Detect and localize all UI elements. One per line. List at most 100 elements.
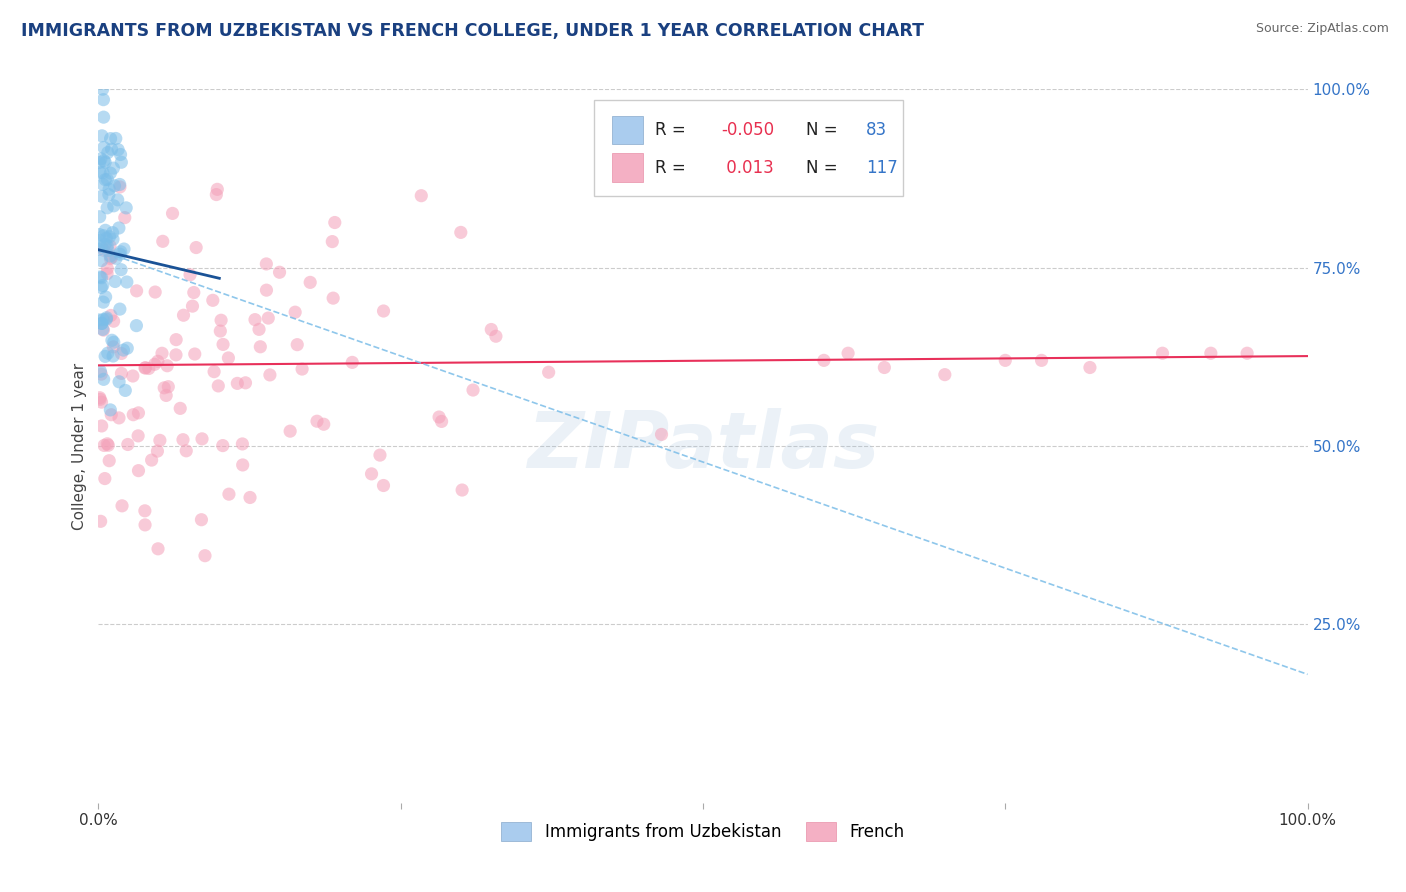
Point: [96, 267, 118, 281]
Point: [93, 372, 115, 386]
Point: [342, 355, 364, 369]
Point: [217, 351, 239, 365]
Point: [134, 360, 156, 375]
Point: [411, 188, 433, 202]
Point: [96, 201, 118, 215]
Point: [90, 419, 112, 434]
Point: [98, 453, 121, 467]
Point: [94, 237, 117, 252]
Point: [90, 128, 112, 143]
Point: [207, 379, 229, 393]
Point: [169, 401, 191, 416]
Legend: Immigrants from Uzbekistan, French: Immigrants from Uzbekistan, French: [495, 815, 911, 848]
Point: [427, 410, 450, 425]
Point: [112, 242, 135, 256]
Point: [165, 333, 187, 347]
Point: [89, 392, 111, 407]
Point: [108, 178, 131, 192]
Point: [94, 290, 117, 304]
Point: [190, 513, 212, 527]
Point: [247, 322, 270, 336]
Point: [125, 318, 148, 333]
Point: [110, 155, 132, 169]
Point: [87, 243, 110, 257]
Point: [146, 541, 169, 556]
Point: [117, 341, 139, 355]
Point: [90, 189, 112, 203]
Point: [105, 252, 128, 266]
Point: [430, 414, 453, 428]
Point: [87, 313, 110, 327]
Point: [91, 322, 114, 336]
Point: [183, 285, 205, 300]
Point: [651, 427, 673, 442]
Point: [243, 312, 266, 326]
Point: [174, 443, 197, 458]
Point: [94, 223, 117, 237]
Point: [256, 283, 278, 297]
Point: [115, 201, 138, 215]
Point: [173, 308, 195, 322]
Point: [91, 312, 114, 326]
Text: -0.050: -0.050: [721, 121, 775, 139]
Point: [114, 384, 136, 398]
Point: [156, 359, 179, 373]
Point: [110, 367, 132, 381]
Point: [100, 142, 122, 156]
Point: [305, 414, 328, 428]
FancyBboxPatch shape: [613, 116, 643, 145]
Point: [101, 226, 124, 240]
Point: [143, 357, 166, 371]
Point: [322, 291, 344, 305]
Text: R =: R =: [655, 159, 685, 177]
Point: [373, 304, 395, 318]
Point: [90, 270, 112, 285]
Point: [98, 182, 121, 196]
Point: [104, 131, 127, 145]
Point: [205, 187, 228, 202]
Point: [134, 504, 156, 518]
Point: [934, 368, 956, 382]
Point: [179, 268, 201, 282]
Point: [91, 278, 114, 293]
Point: [157, 380, 180, 394]
Point: [125, 284, 148, 298]
Point: [231, 437, 253, 451]
Point: [108, 247, 131, 261]
Point: [96, 261, 118, 276]
Point: [153, 381, 176, 395]
Point: [155, 388, 177, 402]
Point: [98, 166, 121, 180]
Point: [90, 253, 112, 268]
Point: [537, 365, 560, 379]
Text: N =: N =: [806, 121, 838, 139]
Point: [141, 453, 163, 467]
Point: [209, 324, 232, 338]
Point: [108, 221, 131, 235]
Text: 0.013: 0.013: [721, 159, 773, 177]
Point: [93, 140, 115, 154]
Point: [152, 235, 174, 249]
Point: [146, 354, 169, 368]
Point: [96, 172, 118, 186]
Point: [97, 187, 120, 202]
Point: [89, 234, 111, 248]
Point: [110, 147, 132, 161]
Point: [93, 323, 115, 337]
Point: [150, 346, 173, 360]
Point: [138, 361, 160, 376]
Point: [461, 383, 484, 397]
Point: [108, 410, 131, 425]
Point: [98, 403, 121, 417]
Point: [96, 312, 118, 326]
Point: [89, 270, 111, 285]
Point: [450, 226, 472, 240]
Point: [165, 348, 187, 362]
Point: [91, 166, 114, 180]
Point: [93, 93, 115, 107]
Point: [162, 206, 184, 220]
Point: [209, 313, 232, 327]
Point: [90, 395, 112, 409]
Point: [485, 329, 508, 343]
Point: [107, 193, 129, 207]
